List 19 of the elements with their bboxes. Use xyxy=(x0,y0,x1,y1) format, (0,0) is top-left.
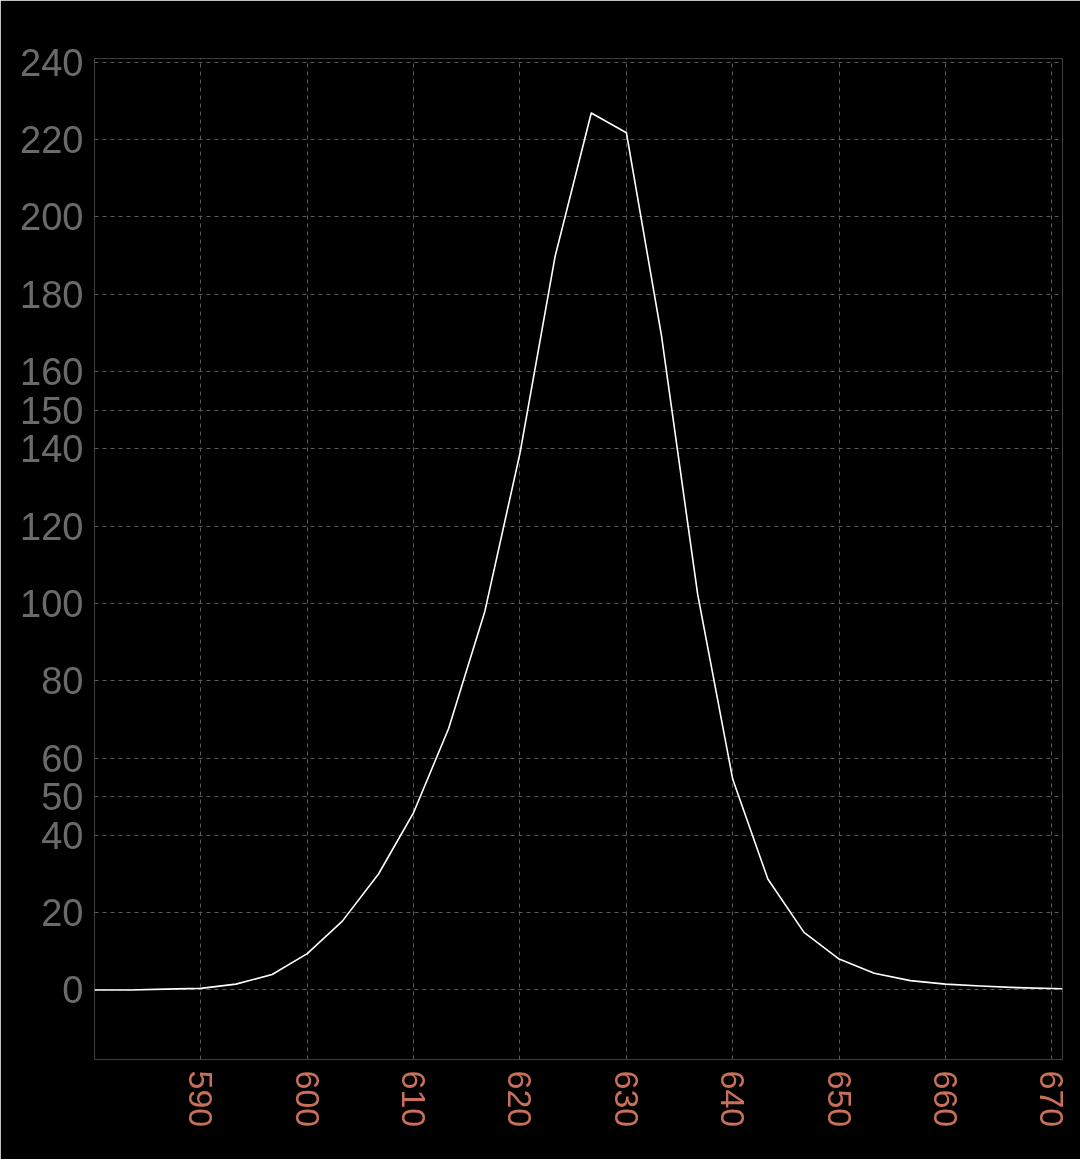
x-tick-label: 660 xyxy=(926,1070,965,1128)
y-tick-label: 240 xyxy=(20,41,84,84)
y-tick-label: 200 xyxy=(20,196,84,239)
x-tick-label: 590 xyxy=(182,1070,221,1128)
y-tick-label: 20 xyxy=(41,892,84,935)
y-tick-label: 80 xyxy=(41,660,84,703)
x-tick-label: 640 xyxy=(714,1070,753,1128)
x-tick-label: 650 xyxy=(820,1070,859,1128)
y-tick-label: 220 xyxy=(20,119,84,162)
y-tick-label: 120 xyxy=(20,505,84,548)
line-series xyxy=(94,112,1063,991)
y-tick-label: 100 xyxy=(20,582,84,625)
x-tick-label: 670 xyxy=(1033,1070,1072,1128)
x-tick-label: 610 xyxy=(395,1070,434,1128)
y-tick-label: 0 xyxy=(62,969,84,1012)
x-tick-label: 630 xyxy=(607,1070,646,1128)
y-tick-label: 180 xyxy=(20,273,84,316)
x-tick-label: 600 xyxy=(288,1070,327,1128)
x-tick-label: 620 xyxy=(501,1070,540,1128)
